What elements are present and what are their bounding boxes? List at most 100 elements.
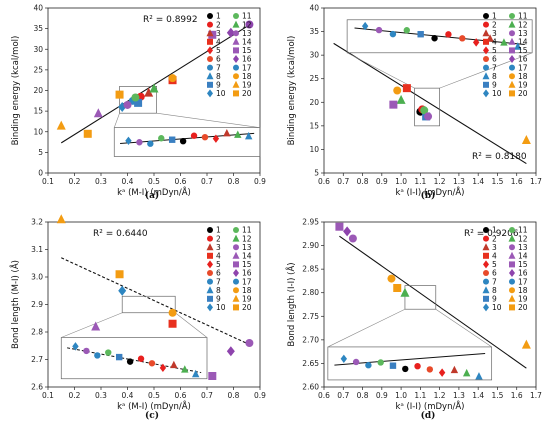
data-point-11 <box>420 106 429 115</box>
r-squared-label: R² = 0.8992 <box>143 15 198 25</box>
inset-marker-8 <box>245 131 253 140</box>
inset-marker-2 <box>445 31 452 38</box>
x-tick-label: 1.6 <box>511 177 523 186</box>
legend-label: 15 <box>518 260 528 269</box>
legend-marker-20 <box>233 90 239 97</box>
legend-label: 3 <box>492 29 497 38</box>
regression-line <box>61 257 253 347</box>
y-axis-label: Bond length (I-I) (Å) <box>285 262 297 346</box>
y-tick-label: 15 <box>33 107 43 116</box>
legend-label: 6 <box>492 55 497 64</box>
legend-marker-3 <box>482 243 490 251</box>
y-tick-label: 0 <box>38 169 43 178</box>
legend-marker-5 <box>483 260 489 269</box>
inset-regression-line <box>354 27 525 46</box>
x-tick-label: 0.5 <box>148 177 160 186</box>
inset-box <box>346 19 533 54</box>
legend-marker-11 <box>233 227 239 233</box>
plot-area <box>323 7 537 174</box>
data-point-15 <box>335 222 344 231</box>
legend-label: 3 <box>216 29 221 38</box>
data-point-4 <box>168 319 177 328</box>
y-tick-label: 2.75 <box>302 312 319 321</box>
legend-marker-12 <box>232 234 240 242</box>
x-tick-label: 0.8 <box>228 391 240 400</box>
legend-marker-7 <box>483 64 489 71</box>
inset-marker-11 <box>377 359 384 366</box>
legend-label: 19 <box>242 295 252 304</box>
r-squared-label: R² = 0.8180 <box>472 152 527 162</box>
x-axis-label: kᵃ (M-I) (mDyn/Å) <box>117 400 191 412</box>
y-tick-label: 40 <box>309 4 319 13</box>
panel-label: (b) <box>421 190 436 201</box>
y-tick-label: 2.65 <box>302 359 319 368</box>
legend-label: 17 <box>242 63 252 72</box>
legend-marker-17 <box>233 64 239 71</box>
legend-marker-17 <box>233 278 239 285</box>
y-tick-label: 3.0 <box>31 273 43 282</box>
legend-marker-19 <box>232 80 240 88</box>
x-axis-label: kᵃ (I-I) (mDyn/Å) <box>396 186 465 198</box>
inset-marker-7 <box>365 362 372 369</box>
legend-marker-10 <box>207 89 213 98</box>
inset-marker-9 <box>417 31 424 38</box>
x-tick-label: 1.4 <box>472 177 484 186</box>
data-point-19 <box>56 120 66 130</box>
legend-marker-14 <box>232 251 240 259</box>
legend-marker-9 <box>483 295 489 302</box>
x-tick-label: 0.6 <box>175 177 187 186</box>
legend-marker-17 <box>509 64 515 71</box>
legend-label: 1 <box>492 226 497 235</box>
legend-marker-18 <box>233 73 239 80</box>
legend-label: 1 <box>216 226 221 235</box>
inset-marker-13 <box>83 347 90 355</box>
legend-marker-11 <box>509 227 515 233</box>
legend-label: 5 <box>216 260 221 269</box>
x-tick-label: 0.1 <box>42 177 54 186</box>
legend-marker-9 <box>207 295 213 302</box>
legend-label: 11 <box>242 226 252 235</box>
inset-marker-5 <box>438 368 446 377</box>
legend-label: 15 <box>518 46 528 55</box>
inset-marker-3 <box>223 128 231 137</box>
legend-marker-4 <box>483 252 489 259</box>
legend-marker-9 <box>483 81 489 88</box>
data-point-12 <box>396 94 406 104</box>
inset-marker-7 <box>147 140 154 147</box>
legend-marker-4 <box>483 38 489 45</box>
data-point-13 <box>245 339 254 347</box>
inset-marker-10 <box>340 354 348 363</box>
legend-label: 4 <box>492 252 497 261</box>
legend-label: 14 <box>518 38 528 47</box>
x-tick-label: 0.8 <box>357 177 369 186</box>
x-tick-label: 0.6 <box>318 391 330 400</box>
legend-marker-6 <box>207 270 213 276</box>
legend-label: 4 <box>216 38 221 47</box>
legend-label: 14 <box>242 252 252 261</box>
x-tick-label: 1.6 <box>511 391 523 400</box>
inset-regression-line <box>66 347 202 374</box>
legend-label: 7 <box>492 277 497 286</box>
inset-marker-6 <box>426 366 434 373</box>
legend-marker-7 <box>483 278 489 285</box>
legend-label: 20 <box>518 89 528 98</box>
legend-label: 3 <box>216 243 221 252</box>
x-tick-label: 1.1 <box>414 391 426 400</box>
legend-marker-13 <box>233 30 239 37</box>
legend-label: 1 <box>216 12 221 21</box>
legend-label: 2 <box>216 20 221 29</box>
y-tick-label: 2.70 <box>302 335 319 344</box>
legend-label: 20 <box>518 303 528 312</box>
legend-label: 17 <box>518 277 528 286</box>
panel-2: 0.6 0.7 0.8 0.9 1.0 1.1 1.2 1.3 1.4 1.5 1.6 1.7 5 10 1… <box>287 4 542 202</box>
legend-label: 9 <box>216 295 221 304</box>
inset-marker-10 <box>72 342 79 351</box>
y-axis-label: Binding energy (kcal/mol) <box>287 36 297 146</box>
y-tick-label: 35 <box>309 27 319 36</box>
data-point-14 <box>91 321 101 331</box>
legend-label: 20 <box>242 89 252 98</box>
r-squared-label: R² = 0.9206 <box>464 229 519 239</box>
inset-marker-12 <box>181 365 189 373</box>
legend-label: 3 <box>492 243 497 252</box>
y-tick-label: 2.90 <box>302 241 319 250</box>
